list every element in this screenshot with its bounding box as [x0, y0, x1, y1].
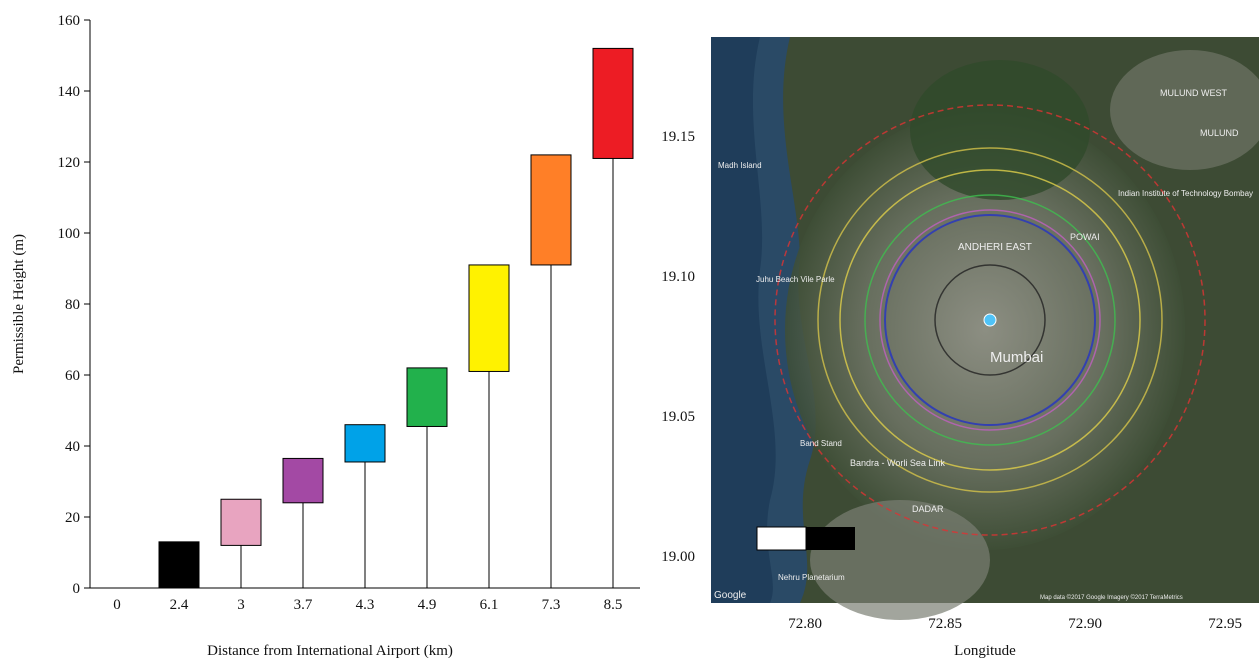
- y-tick-label: 80: [65, 297, 80, 313]
- bar: [159, 542, 199, 588]
- map: MULUND WEST MULUND Madh Island Indian Insti…: [711, 37, 1259, 620]
- x-tick-label: 3.7: [294, 597, 313, 613]
- bar: [407, 368, 447, 427]
- x-tick-label: 6.1: [480, 597, 499, 613]
- x-axis-label: Distance from International Airport (km): [207, 643, 453, 659]
- map-label: MULUND: [1200, 128, 1239, 138]
- x-tick-label: 8.5: [604, 597, 623, 613]
- y-tick-label: 0: [73, 581, 81, 597]
- map-label: Madh Island: [718, 161, 762, 170]
- bar: [283, 458, 323, 502]
- x-tick-label: 4.9: [418, 597, 437, 613]
- y-tick-label: 160: [58, 13, 81, 29]
- y-tick-label: 120: [58, 155, 81, 171]
- map-urban: [810, 500, 990, 620]
- map-label: MULUND WEST: [1160, 88, 1228, 98]
- map-label: POWAI: [1070, 232, 1100, 242]
- x-tick-label: 72.80: [788, 616, 822, 632]
- x-tick-label: 0: [113, 597, 121, 613]
- map-label: Band Stand: [800, 439, 842, 448]
- y-tick-label: 140: [58, 84, 81, 100]
- y-tick-label: 19.15: [661, 129, 695, 145]
- scale-bar: [806, 527, 855, 550]
- scale-bar: [757, 527, 806, 550]
- y-tick-label: 60: [65, 368, 80, 384]
- map-label: Bandra - Worli Sea Link: [850, 458, 945, 468]
- map-label: ANDHERI EAST: [958, 242, 1032, 253]
- y-tick-label: 20: [65, 510, 80, 526]
- x-axis-label: Longitude: [954, 643, 1016, 659]
- bar: [531, 155, 571, 265]
- y-tick-label: 19.00: [661, 549, 695, 565]
- map-label: Juhu Beach Vile Parle: [756, 275, 835, 284]
- airport-marker: [984, 314, 996, 326]
- y-tick-label: 100: [58, 226, 81, 242]
- bar: [469, 265, 509, 372]
- x-tick-label: 72.95: [1208, 616, 1242, 632]
- bar: [221, 499, 261, 545]
- bar: [345, 425, 385, 462]
- y-tick-label: 19.10: [661, 269, 695, 285]
- map-label: DADAR: [912, 504, 944, 514]
- map-label: Nehru Planetarium: [778, 573, 845, 582]
- x-tick-label: 2.4: [170, 597, 189, 613]
- x-tick-label: 3: [237, 597, 245, 613]
- x-tick-label: 72.85: [928, 616, 962, 632]
- map-label: Indian Institute of Technology Bombay: [1118, 189, 1253, 198]
- bar: [593, 48, 633, 158]
- map-label: Mumbai: [990, 349, 1043, 366]
- map-label: Google: [714, 590, 747, 601]
- y-axis-label: Permissible Height (m): [11, 234, 27, 374]
- map-label: Map data ©2017 Google Imagery ©2017 Terr…: [1040, 594, 1183, 601]
- x-tick-label: 72.90: [1068, 616, 1102, 632]
- y-tick-label: 19.05: [661, 409, 695, 425]
- x-tick-label: 7.3: [542, 597, 561, 613]
- page: MULUND WEST MULUND Madh Island Indian Insti…: [0, 0, 1259, 660]
- x-tick-label: 4.3: [356, 597, 375, 613]
- y-tick-label: 40: [65, 439, 80, 455]
